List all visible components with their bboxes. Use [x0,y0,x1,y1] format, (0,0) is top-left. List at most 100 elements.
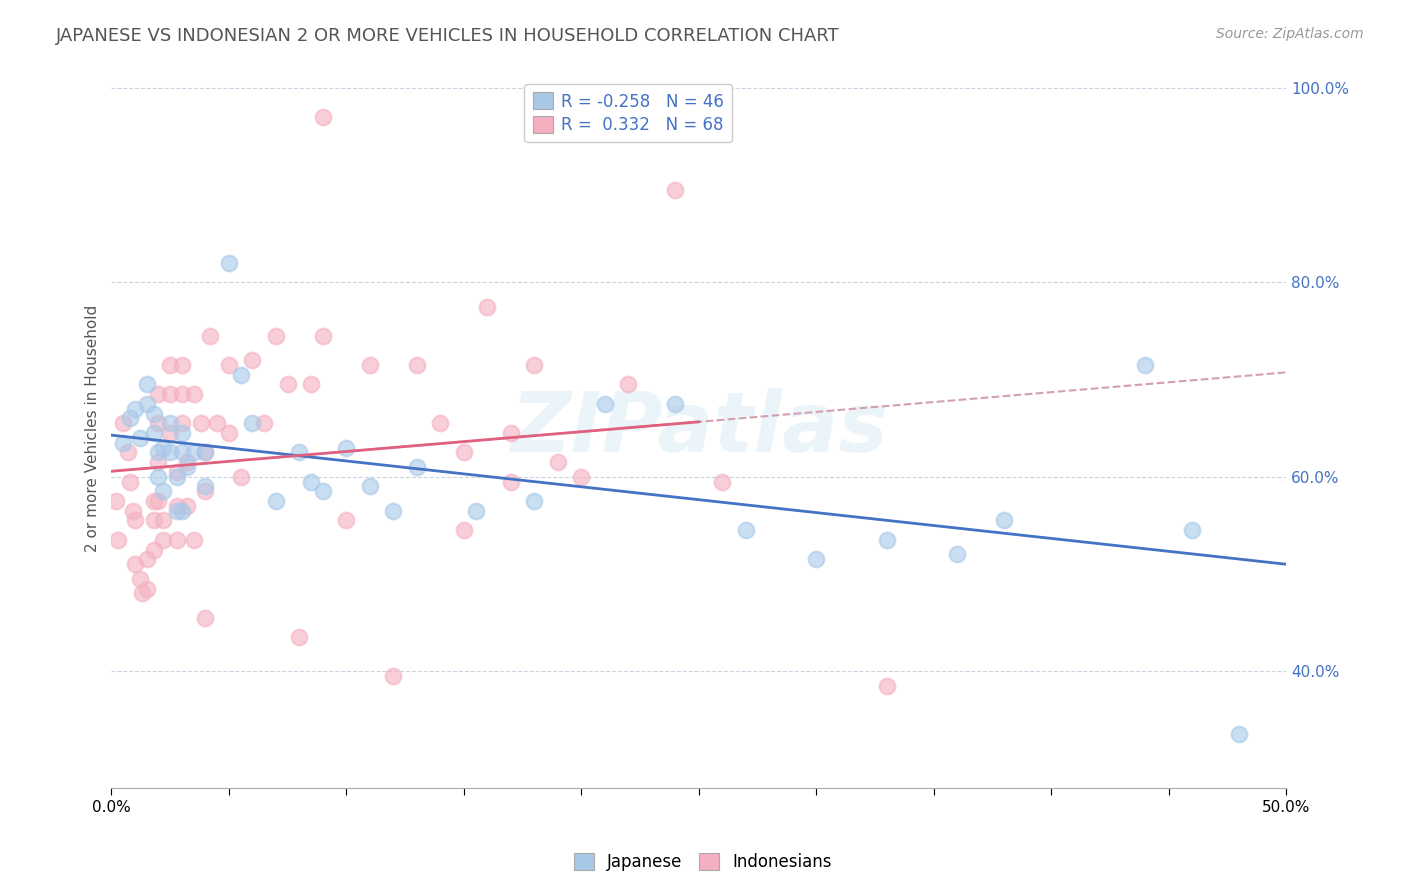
Point [112,435,135,450]
Point [170,358,193,372]
Point [135,582,157,596]
Point [194,610,217,624]
Point [159,417,181,431]
Point [166,469,188,483]
Point [1181,523,1204,537]
Point [159,425,181,440]
Point [593,397,616,411]
Point [166,499,188,513]
Point [135,377,157,392]
Point [218,256,240,270]
Point [218,425,240,440]
Point [183,387,205,401]
Point [499,425,522,440]
Point [946,548,969,562]
Legend: R = -0.258   N = 46, R =  0.332   N = 68: R = -0.258 N = 46, R = 0.332 N = 68 [524,84,733,142]
Point [131,586,153,600]
Point [547,455,569,469]
Point [159,387,181,401]
Point [148,387,170,401]
Point [382,669,405,683]
Point [205,417,228,431]
Point [170,417,193,431]
Point [152,533,174,547]
Point [876,533,898,547]
Point [142,425,165,440]
Point [664,183,686,197]
Point [240,417,263,431]
Point [253,417,276,431]
Point [229,469,252,483]
Point [359,358,381,372]
Point [218,358,240,372]
Point [312,110,335,124]
Point [429,417,451,431]
Point [569,469,592,483]
Point [198,328,221,343]
Point [152,484,174,499]
Point [148,417,170,431]
Point [170,425,193,440]
Point [405,460,427,475]
Point [405,358,427,372]
Text: Source: ZipAtlas.com: Source: ZipAtlas.com [1216,27,1364,41]
Point [335,441,357,455]
Point [288,630,311,644]
Point [194,484,217,499]
Point [499,475,522,489]
Point [152,441,174,455]
Y-axis label: 2 or more Vehicles in Household: 2 or more Vehicles in Household [86,304,100,552]
Text: JAPANESE VS INDONESIAN 2 OR MORE VEHICLES IN HOUSEHOLD CORRELATION CHART: JAPANESE VS INDONESIAN 2 OR MORE VEHICLE… [56,27,839,45]
Point [124,401,146,416]
Point [128,431,150,445]
Point [523,358,546,372]
Point [112,417,135,431]
Point [183,445,205,459]
Point [711,475,734,489]
Point [876,679,898,693]
Point [166,533,188,547]
Point [288,445,311,459]
Point [170,445,193,459]
Point [194,445,217,459]
Point [299,475,322,489]
Point [453,445,475,459]
Point [124,558,146,572]
Legend: Japanese, Indonesians: Japanese, Indonesians [565,845,841,880]
Point [277,377,299,392]
Point [176,455,198,469]
Point [148,469,170,483]
Point [128,572,150,586]
Point [993,513,1015,527]
Point [142,513,165,527]
Point [166,465,188,479]
Point [148,455,170,469]
Point [229,368,252,382]
Point [734,523,756,537]
Point [264,328,287,343]
Point [359,479,381,493]
Point [124,513,146,527]
Point [335,513,357,527]
Point [135,552,157,566]
Point [190,417,212,431]
Point [312,328,335,343]
Point [194,479,217,493]
Point [142,542,165,557]
Point [159,358,181,372]
Point [117,445,139,459]
Point [183,533,205,547]
Text: ZIPatlas: ZIPatlas [510,388,887,468]
Point [264,494,287,508]
Point [120,411,142,425]
Point [382,504,405,518]
Point [176,460,198,475]
Point [477,300,499,314]
Point [664,397,686,411]
Point [107,533,129,547]
Point [148,445,170,459]
Point [135,397,157,411]
Point [120,475,142,489]
Point [170,504,193,518]
Point [121,504,143,518]
